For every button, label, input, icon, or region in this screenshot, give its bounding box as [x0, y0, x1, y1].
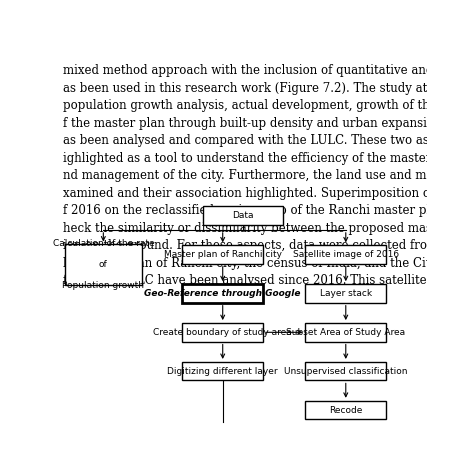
FancyBboxPatch shape: [182, 323, 263, 342]
FancyBboxPatch shape: [305, 284, 386, 303]
Text: f the master plan through built-up density and urban expansion. Population chang: f the master plan through built-up densi…: [63, 117, 474, 130]
FancyBboxPatch shape: [65, 245, 142, 285]
Text: he master plan of Ranchi city, the census of India, and the City Development Pla: he master plan of Ranchi city, the censu…: [63, 257, 474, 270]
Text: heck the similarity or dissimilarity between the proposed master plan and the si: heck the similarity or dissimilarity bet…: [63, 222, 474, 235]
Text: Master plan of Ranchi city: Master plan of Ranchi city: [164, 250, 282, 259]
Text: population growth analysis, actual development, growth of the city, and comparis: population growth analysis, actual devel…: [63, 99, 474, 112]
Text: Subset Area of Study Area: Subset Area of Study Area: [286, 328, 405, 337]
Text: mixed method approach with the inclusion of quantitative and qualitative method: mixed method approach with the inclusion…: [63, 64, 474, 77]
Text: Digitizing different layer: Digitizing different layer: [167, 367, 278, 376]
FancyBboxPatch shape: [182, 245, 263, 264]
Text: ighlighted as a tool to understand the efficiency of the master plan in the regu: ighlighted as a tool to understand the e…: [63, 152, 474, 165]
Text: Unsupervised classification: Unsupervised classification: [284, 367, 408, 376]
FancyBboxPatch shape: [202, 206, 283, 225]
Text: Recode: Recode: [329, 406, 363, 415]
Text: Create boundary of study area: Create boundary of study area: [154, 328, 292, 337]
Text: nd management of the city. Furthermore, the land use and master plan have been: nd management of the city. Furthermore, …: [63, 169, 474, 182]
Text: f 2016 on the reclassified zoning map of the Ranchi master plan has been done to: f 2016 on the reclassified zoning map of…: [63, 204, 474, 218]
FancyBboxPatch shape: [305, 362, 386, 381]
Text: Geo-Reference through Google: Geo-Reference through Google: [145, 289, 301, 298]
Text: Satellite image of 2016: Satellite image of 2016: [293, 250, 399, 259]
Text: f Ranchi. LULC have been analysed since 2016. This satellite period was chosen: f Ranchi. LULC have been analysed since …: [63, 274, 474, 287]
Text: ion on the ground. For these aspects, data were collected from satellite imagery: ion on the ground. For these aspects, da…: [63, 239, 474, 252]
Text: as been used in this research work (Figure 7.2). The study attempted to understa: as been used in this research work (Figu…: [63, 82, 474, 95]
Text: xamined and their association highlighted. Superimposition of the classified ima: xamined and their association highlighte…: [63, 187, 474, 200]
Text: Layer stack: Layer stack: [320, 289, 372, 298]
Text: Calculation of the rate

of

Population growth: Calculation of the rate of Population gr…: [53, 239, 154, 290]
FancyBboxPatch shape: [305, 401, 386, 419]
FancyBboxPatch shape: [305, 323, 386, 342]
FancyBboxPatch shape: [305, 245, 386, 264]
Text: Data: Data: [232, 211, 254, 220]
FancyBboxPatch shape: [182, 284, 263, 303]
FancyBboxPatch shape: [182, 362, 263, 381]
Text: as been analysed and compared with the LULC. These two aspects have been: as been analysed and compared with the L…: [63, 134, 474, 147]
